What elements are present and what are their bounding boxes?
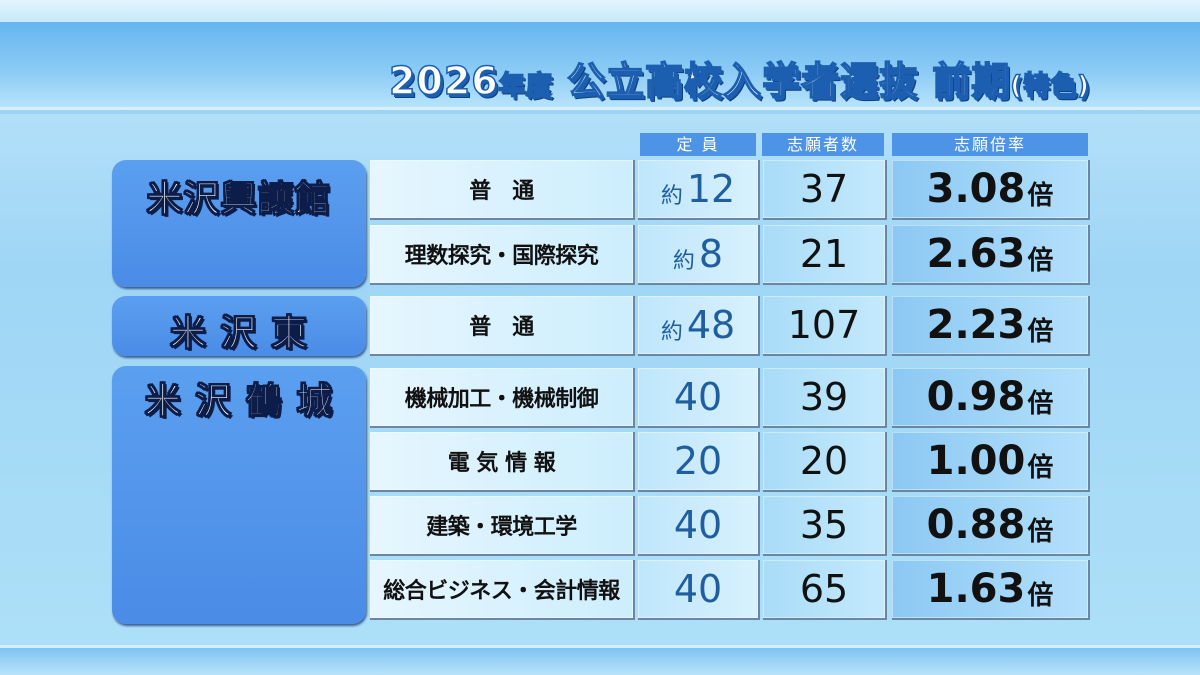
- applicants-value: 20: [799, 439, 849, 483]
- header-applicants: 志願者数: [762, 133, 884, 156]
- title-year: 2026: [388, 58, 499, 104]
- department-name: 建築・環境工学: [426, 515, 577, 540]
- applicants-cell: 37: [763, 160, 887, 220]
- quota-value: 40: [673, 375, 723, 419]
- approx-label: 約: [672, 249, 695, 274]
- header-ratio: 志願倍率: [892, 133, 1088, 156]
- quota-cell: 40: [638, 560, 760, 620]
- quota-value: 40: [673, 503, 723, 547]
- applicants-value: 107: [787, 303, 861, 347]
- quota-cell: 約 12: [638, 160, 760, 220]
- ratio-value: 0.88: [926, 502, 1026, 548]
- page-title: 2026年度 公立高校入学者選抜 前期(特色): [388, 50, 1090, 105]
- department-name: 総合ビジネス・会計情報: [383, 579, 620, 604]
- quota-value: 12: [686, 167, 736, 211]
- applicants-cell: 107: [763, 296, 887, 356]
- quota-cell: 40: [638, 496, 760, 556]
- ratio-value: 1.63: [926, 566, 1026, 612]
- department-cell: 機械加工・機械制御: [370, 368, 635, 428]
- title-bar: 2026年度 公立高校入学者選抜 前期(特色): [0, 22, 1200, 110]
- department-cell: 建築・環境工学: [370, 496, 635, 556]
- ratio-unit: 倍: [1027, 180, 1054, 211]
- school-label: 米沢興譲館: [112, 160, 366, 287]
- department-cell: 普 通: [370, 296, 635, 356]
- ratio-unit: 倍: [1027, 388, 1054, 419]
- applicants-value: 65: [799, 567, 849, 611]
- title-paren: (特色): [1009, 70, 1090, 102]
- ratio-cell: 3.08 倍: [892, 160, 1090, 220]
- header-quota: 定 員: [640, 133, 756, 156]
- title-main: 公立高校入学者選抜: [566, 58, 918, 104]
- ratio-cell: 0.98 倍: [892, 368, 1090, 428]
- ratio-value: 0.98: [926, 374, 1026, 420]
- department-name: 電 気 情 報: [447, 451, 556, 476]
- quota-value: 8: [698, 232, 724, 276]
- approx-label: 約: [660, 184, 683, 209]
- ratio-unit: 倍: [1027, 316, 1054, 347]
- ratio-cell: 2.23 倍: [892, 296, 1090, 356]
- bottom-band: [0, 645, 1200, 675]
- ratio-cell: 1.63 倍: [892, 560, 1090, 620]
- department-name: 普 通: [469, 315, 534, 340]
- department-name: 機械加工・機械制御: [404, 387, 599, 412]
- ratio-cell: 1.00 倍: [892, 432, 1090, 492]
- applicants-cell: 20: [763, 432, 887, 492]
- approx-label: 約: [660, 320, 683, 345]
- applicants-value: 39: [799, 375, 849, 419]
- department-name: 普 通: [469, 179, 534, 204]
- ratio-cell: 2.63 倍: [892, 225, 1090, 285]
- quota-value: 48: [686, 303, 736, 347]
- ratio-unit: 倍: [1027, 452, 1054, 483]
- applicants-cell: 35: [763, 496, 887, 556]
- school-label: 米 沢 鶴 城: [112, 366, 366, 624]
- ratio-unit: 倍: [1027, 516, 1054, 547]
- top-band: [0, 0, 1200, 22]
- applicants-cell: 21: [763, 225, 887, 285]
- department-cell: 電 気 情 報: [370, 432, 635, 492]
- ratio-cell: 0.88 倍: [892, 496, 1090, 556]
- ratio-value: 2.63: [926, 231, 1026, 277]
- quota-value: 40: [673, 567, 723, 611]
- title-phase: 前期: [931, 58, 1011, 104]
- applicants-cell: 65: [763, 560, 887, 620]
- quota-cell: 20: [638, 432, 760, 492]
- quota-value: 20: [673, 439, 723, 483]
- department-cell: 理数探究・国際探究: [370, 225, 635, 285]
- ratio-value: 2.23: [926, 302, 1026, 348]
- applicants-value: 35: [799, 503, 849, 547]
- school-label: 米 沢 東: [112, 296, 366, 356]
- quota-cell: 約 48: [638, 296, 760, 356]
- applicants-cell: 39: [763, 368, 887, 428]
- department-name: 理数探究・国際探究: [404, 244, 599, 269]
- applicants-value: 21: [799, 232, 849, 276]
- quota-cell: 40: [638, 368, 760, 428]
- applicants-value: 37: [799, 167, 849, 211]
- title-nendo: 年度: [498, 70, 553, 102]
- department-cell: 普 通: [370, 160, 635, 220]
- ratio-unit: 倍: [1027, 580, 1054, 611]
- ratio-value: 1.00: [926, 438, 1026, 484]
- ratio-value: 3.08: [926, 166, 1026, 212]
- department-cell: 総合ビジネス・会計情報: [370, 560, 635, 620]
- ratio-unit: 倍: [1027, 245, 1054, 276]
